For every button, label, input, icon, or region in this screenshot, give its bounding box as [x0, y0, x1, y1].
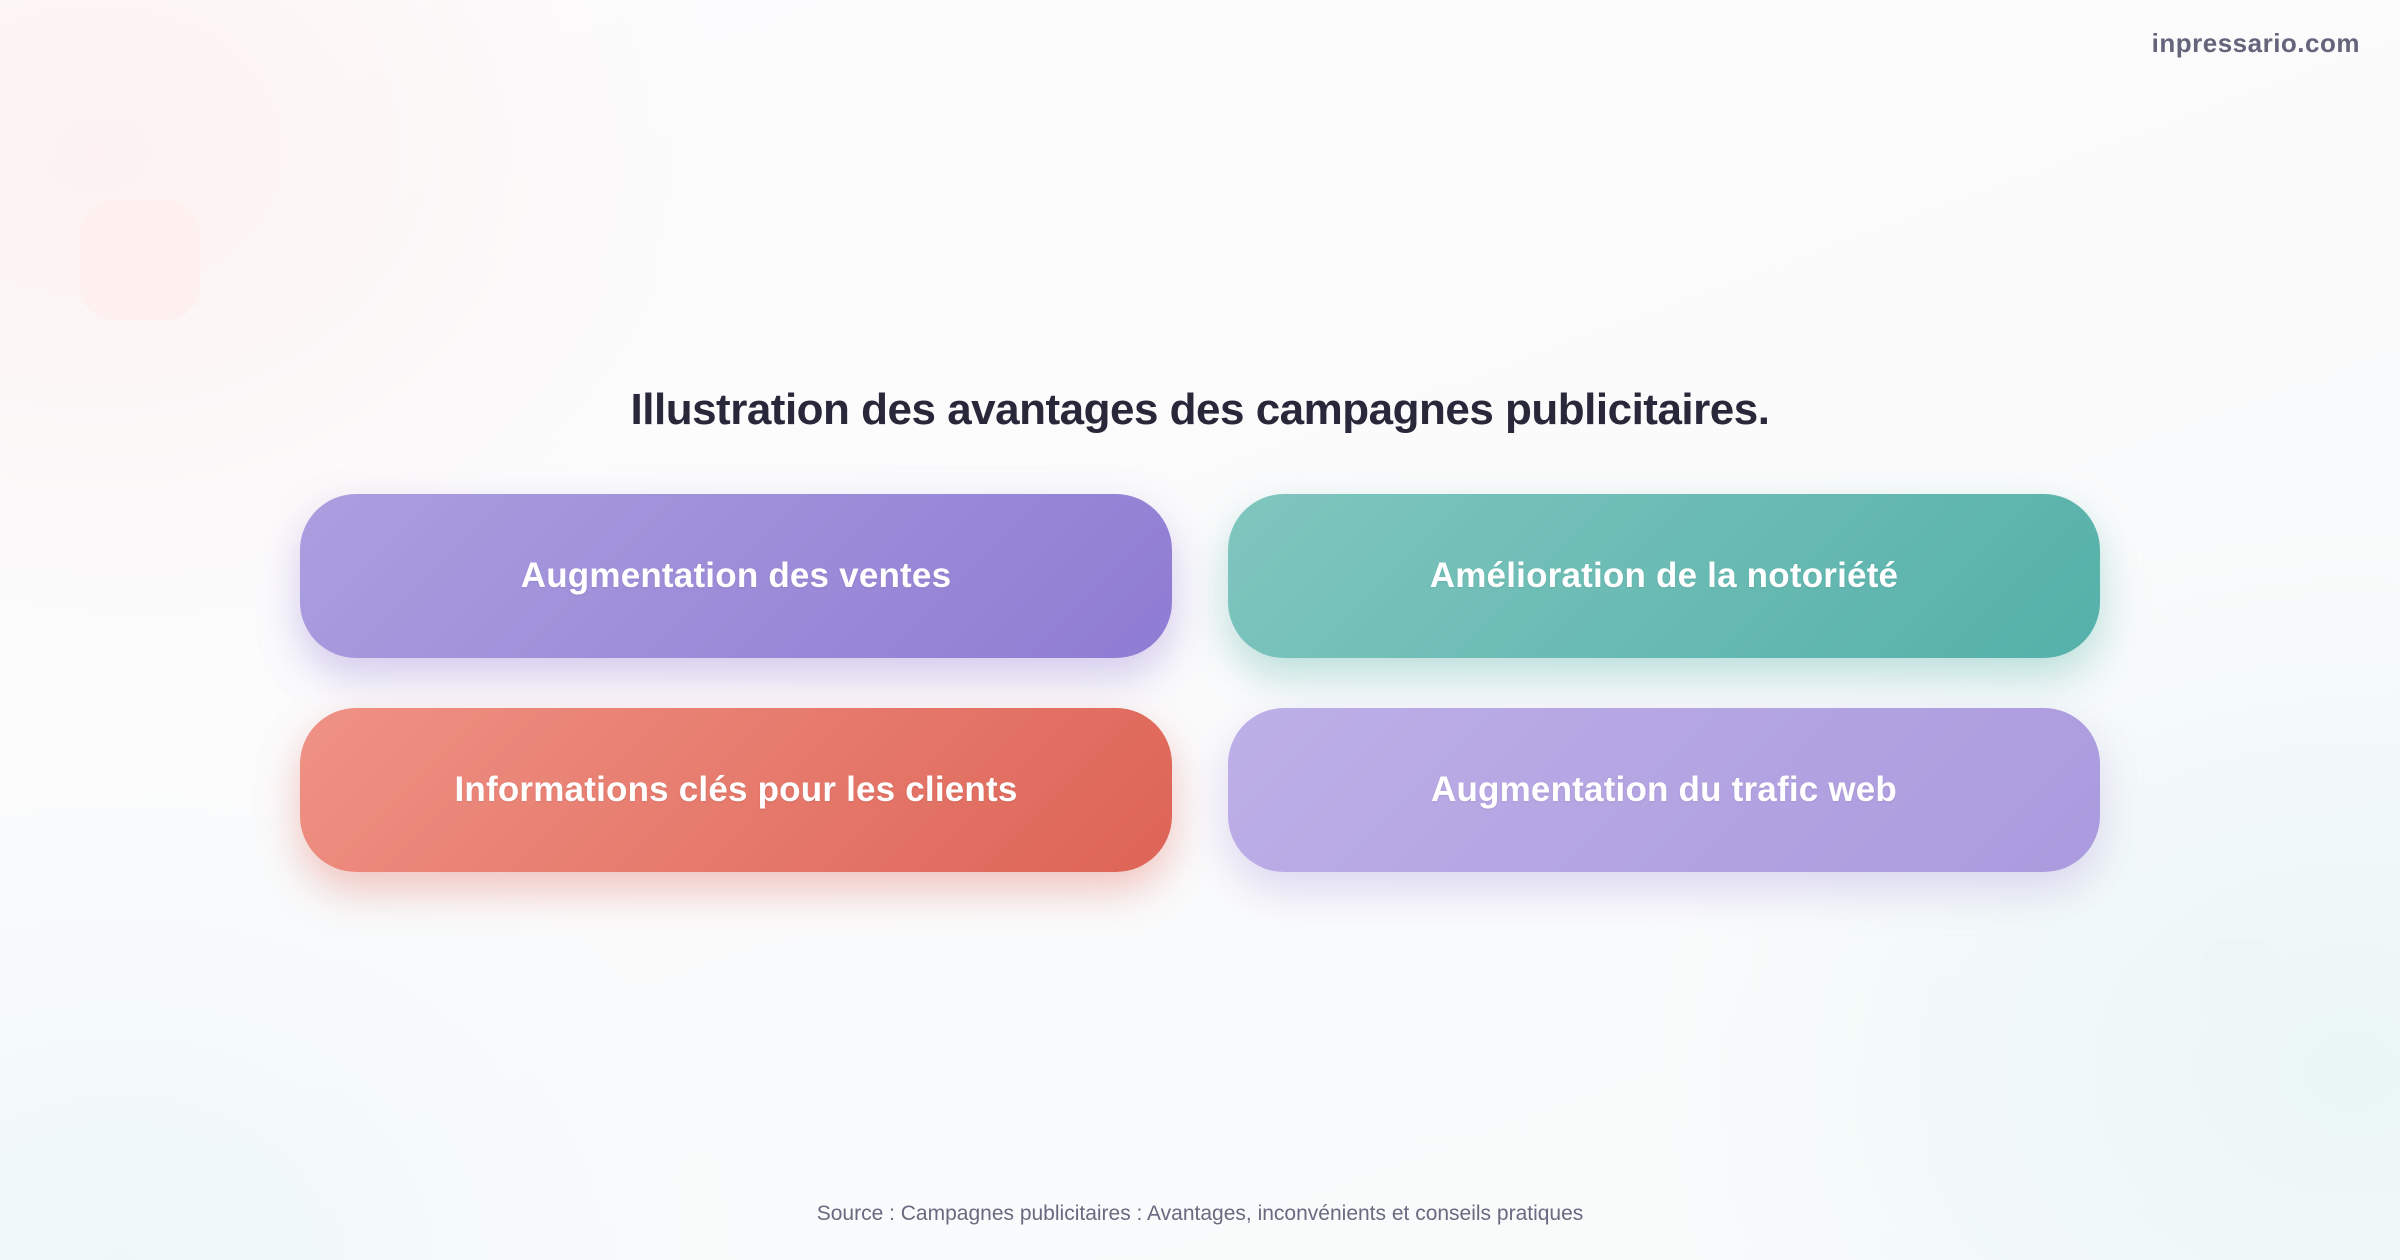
decorative-square-pink: [80, 200, 200, 320]
benefit-cards-grid: Augmentation des ventes Amélioration de …: [300, 494, 2100, 872]
benefit-card-label: Augmentation du trafic web: [1430, 770, 1898, 809]
benefit-card-sales: Augmentation des ventes: [300, 494, 1172, 658]
benefit-card-awareness: Amélioration de la notoriété: [1228, 494, 2100, 658]
benefit-card-label: Informations clés pour les clients: [454, 770, 1018, 809]
page-title: Illustration des avantages des campagnes…: [630, 385, 1770, 434]
decorative-square-teal: [2200, 940, 2280, 1020]
benefit-card-client-info: Informations clés pour les clients: [300, 708, 1172, 872]
watermark-site-name: inpressario.com: [2151, 28, 2360, 58]
source-caption: Source : Campagnes publicitaires : Avant…: [816, 1202, 1584, 1225]
benefit-card-label: Amélioration de la notoriété: [1429, 556, 1899, 595]
benefit-card-web-traffic: Augmentation du trafic web: [1228, 708, 2100, 872]
benefit-card-label: Augmentation des ventes: [520, 556, 952, 595]
